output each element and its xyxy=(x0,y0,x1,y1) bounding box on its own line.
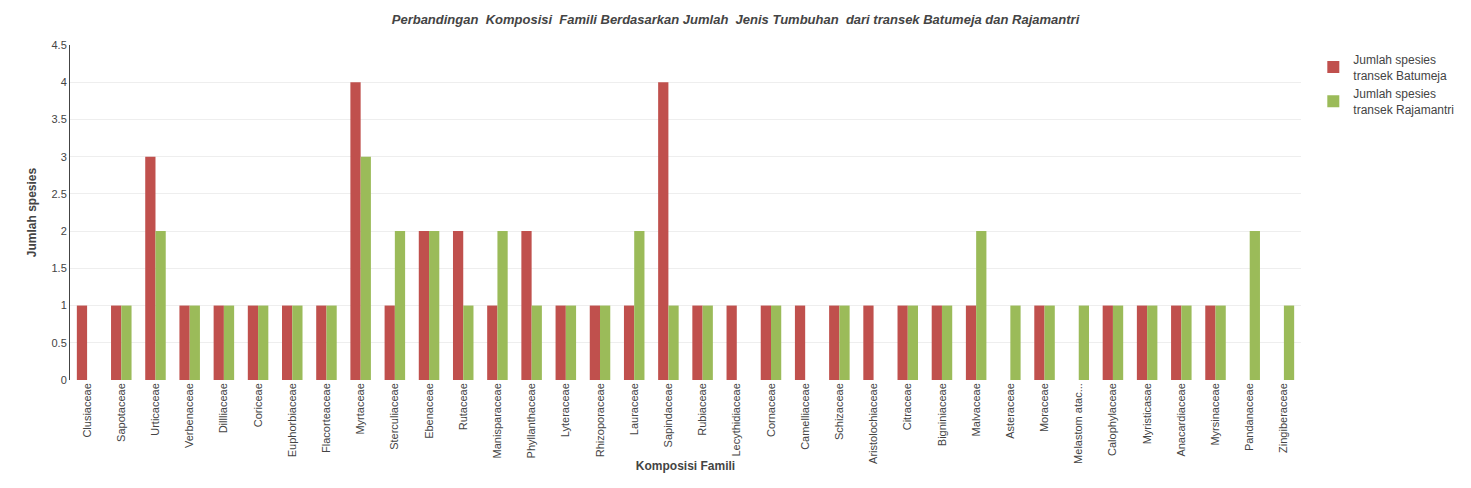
svg-text:1: 1 xyxy=(61,299,67,311)
svg-text:Komposisi Famili: Komposisi Famili xyxy=(636,459,735,473)
svg-text:Coriceae: Coriceae xyxy=(252,383,264,427)
svg-text:Malvaceae: Malvaceae xyxy=(970,383,982,436)
svg-text:Rutaceae: Rutaceae xyxy=(457,383,469,430)
svg-text:Melastom atac...: Melastom atac... xyxy=(1072,383,1084,464)
svg-text:Rubiaceae: Rubiaceae xyxy=(696,383,708,436)
svg-text:4.5: 4.5 xyxy=(52,39,67,51)
svg-text:3.5: 3.5 xyxy=(52,113,67,125)
svg-text:Cornaceae: Cornaceae xyxy=(765,383,777,437)
svg-text:Clusiaceae: Clusiaceae xyxy=(81,383,93,437)
svg-text:Sapotaceae: Sapotaceae xyxy=(115,383,127,442)
svg-text:Ebenaceae: Ebenaceae xyxy=(423,383,435,439)
svg-text:Phyllanthaceae: Phyllanthaceae xyxy=(525,383,537,458)
svg-text:Anacardiaceae: Anacardiaceae xyxy=(1175,383,1187,456)
svg-text:Bigniniaceae: Bigniniaceae xyxy=(936,383,948,446)
svg-text:Urticaceae: Urticaceae xyxy=(149,383,161,436)
svg-text:Asteraceae: Asteraceae xyxy=(1004,383,1016,439)
svg-text:Manisparaceae: Manisparaceae xyxy=(491,383,503,458)
svg-text:Myrsinaceae: Myrsinaceae xyxy=(1209,383,1221,445)
svg-text:Euphorbiaceae: Euphorbiaceae xyxy=(286,383,298,457)
svg-text:Dillliaceae: Dillliaceae xyxy=(217,383,229,433)
svg-text:Aristolochiaceae: Aristolochiaceae xyxy=(867,383,879,464)
svg-text:Jumlah spesiestransek Batumeja: Jumlah spesiestransek Batumeja xyxy=(1353,53,1447,83)
svg-text:Sterculiaceae: Sterculiaceae xyxy=(388,383,400,450)
svg-text:Jumlah spesiestransek Rajamant: Jumlah spesiestransek Rajamantri xyxy=(1353,87,1454,117)
svg-text:Pandanaceae: Pandanaceae xyxy=(1243,383,1255,451)
svg-text:2.5: 2.5 xyxy=(52,188,67,200)
svg-text:Zingiberaceae: Zingiberaceae xyxy=(1277,383,1289,453)
svg-text:Jumlah spesies: Jumlah spesies xyxy=(25,167,39,257)
svg-text:Rhizoporaceae: Rhizoporaceae xyxy=(594,383,606,457)
svg-text:Calophylaceae: Calophylaceae xyxy=(1107,383,1119,456)
svg-text:4: 4 xyxy=(61,76,67,88)
svg-text:Sapindaceae: Sapindaceae xyxy=(662,383,674,447)
svg-text:Verbenaceae: Verbenaceae xyxy=(183,383,195,448)
svg-text:Moraceae: Moraceae xyxy=(1038,383,1050,432)
svg-text:2: 2 xyxy=(61,225,67,237)
svg-text:Lauraceae: Lauraceae xyxy=(628,383,640,435)
svg-text:Myristicasae: Myristicasae xyxy=(1141,383,1153,444)
svg-text:0: 0 xyxy=(61,374,67,386)
svg-text:Lyteraceae: Lyteraceae xyxy=(559,383,571,437)
svg-text:Camelliaceae: Camelliaceae xyxy=(799,383,811,450)
svg-text:Lecythidiaceae: Lecythidiaceae xyxy=(730,383,742,456)
svg-text:3: 3 xyxy=(61,151,67,163)
svg-text:Schizaceae: Schizaceae xyxy=(833,383,845,440)
svg-text:Myrtaceae: Myrtaceae xyxy=(354,383,366,434)
svg-text:0.5: 0.5 xyxy=(52,337,67,349)
svg-text:Citraceae: Citraceae xyxy=(901,383,913,430)
svg-text:1.5: 1.5 xyxy=(52,262,67,274)
svg-text:Perbandingan Komposisi Famil: Perbandingan Komposisi Famili Berdasarka… xyxy=(392,12,1080,27)
svg-text:Flacorteaceae: Flacorteaceae xyxy=(320,383,332,453)
